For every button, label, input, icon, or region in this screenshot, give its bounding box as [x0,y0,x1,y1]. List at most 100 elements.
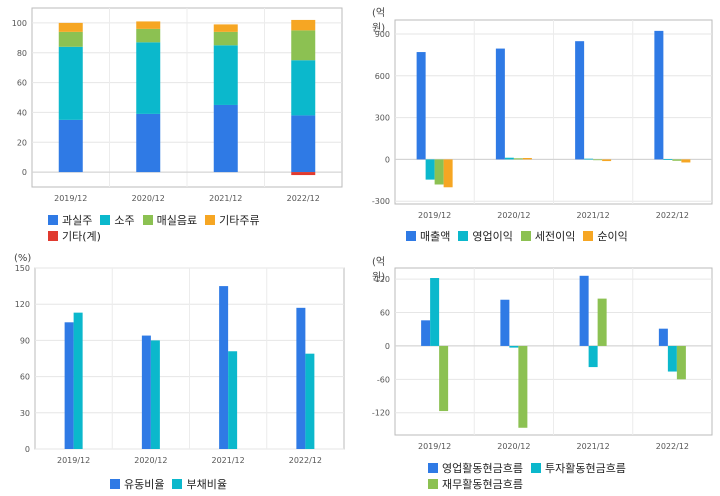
bar-1 [416,52,426,160]
legend-swatch [530,463,541,473]
bar-3 [672,159,682,161]
y-tick-label: 300 [375,114,390,123]
bar-2 [663,159,673,160]
legend-item-series-1: 영업활동현금흐름 [428,460,523,476]
legend-label: 순이익 [597,230,628,243]
bar-3 [58,31,83,47]
bar-3 [513,158,523,160]
x-tick-label: 2020/12 [134,456,167,465]
legend-swatch [520,231,531,241]
legend-item-series-3: 매실음료 [142,212,198,228]
bar-2 [504,157,514,160]
y-tick-label: 40 [17,108,27,117]
ratio-chart: 0 30 60 90 120 150 2019/12 2020/12 2021/12 2022/1… [15,264,345,465]
legend-item-series-1: 유동비율 [110,476,164,492]
legend-item-series-2: 투자활동현금흐름 [530,460,626,476]
cashflow-unit-label: (억원) [372,257,386,283]
legend-label: 투자활동현금흐름 [544,462,626,475]
bar-2 [58,46,83,120]
y-tick-label: -300 [372,197,390,206]
legend-label: 과실주 [62,214,93,227]
bar-2 [588,345,598,368]
bar-4 [681,159,691,163]
x-tick-label: 2020/12 [132,194,165,203]
bar-1 [141,335,151,449]
bar-1 [58,119,83,173]
legend-item-series-2: 부채비율 [172,476,227,492]
bar-3 [593,159,603,161]
legend-item-series-1: 과실주 [48,212,92,228]
legend-item-series-4: 기타주류 [205,212,260,228]
bar-3 [439,345,449,412]
legend-label: 부채비율 [186,478,227,491]
x-tick-label: 2020/12 [497,442,530,451]
legend-swatch [428,463,438,473]
legend-label: 매실음료 [156,214,198,227]
legend-swatch [458,231,469,241]
legend-label: 재무활동현금흐름 [442,478,523,491]
legend-label: 유동비율 [124,478,165,491]
bar-1 [219,286,229,449]
bar-4 [136,21,161,29]
ratio-unit-label: (%) [14,253,32,264]
bar-2 [584,158,594,160]
legend-swatch [583,231,594,241]
bar-3 [291,30,316,61]
bar-1 [575,41,585,160]
legend-swatch [48,231,58,241]
legend-label: 영업활동현금흐름 [442,462,523,475]
x-tick-label: 2019/12 [57,456,90,465]
legend-label: 세전이익 [534,230,576,243]
bar-2 [136,42,161,114]
y-tick-label: 80 [17,49,27,58]
y-tick-label: 150 [15,264,30,273]
bar-3 [213,31,238,46]
bar-1 [658,328,668,346]
legend-swatch [205,215,216,225]
income-unit-label: (억원) [372,8,386,34]
bar-2 [291,60,316,116]
bar-1 [291,115,316,173]
bar-3 [434,159,444,185]
bar-1 [213,104,238,173]
y-tick-label: -120 [372,409,390,418]
y-tick-label: 90 [20,336,30,345]
bar-4 [522,158,532,160]
bar-1 [579,275,589,346]
bar-3 [518,345,528,428]
legend-label: 기타(계) [62,230,101,243]
bar-4 [443,159,453,188]
bar-1 [136,113,161,173]
legend-item-series-5: 기타(계) [48,228,101,244]
bar-1 [64,322,74,449]
legend-swatch [428,479,438,489]
bar-2 [509,345,519,348]
x-tick-label: 2022/12 [656,211,689,220]
bar-4 [602,159,612,162]
y-tick-label: -60 [377,375,390,384]
bar-4 [213,24,238,32]
legend-item-series-2: 영업이익 [458,228,513,244]
bar-1 [500,299,510,346]
bar-1 [296,307,306,449]
income-chart: -300 0 300 600 900 2019/12 2020/12 2021/12 2022/… [372,19,713,220]
x-tick-label: 2020/12 [497,211,530,220]
bar-1 [495,48,505,160]
legend-label: 영업이익 [472,230,513,243]
bar-4 [58,22,83,32]
legend-swatch [142,215,153,225]
legend-swatch [172,479,183,489]
x-tick-label: 2019/12 [418,211,451,220]
legend-item-series-4: 순이익 [583,228,628,244]
bar-3 [676,345,686,380]
x-tick-label: 2019/12 [418,442,451,451]
y-tick-label: 120 [15,300,30,309]
y-tick-label: 60 [17,79,27,88]
bar-2 [228,351,238,449]
ratio-legend: 유동비율 부채비율 [110,476,350,492]
bar-2 [213,45,238,105]
legend-swatch [110,479,120,489]
legend-swatch [48,215,58,225]
x-tick-label: 2021/12 [577,211,610,220]
x-tick-label: 2022/12 [289,456,322,465]
